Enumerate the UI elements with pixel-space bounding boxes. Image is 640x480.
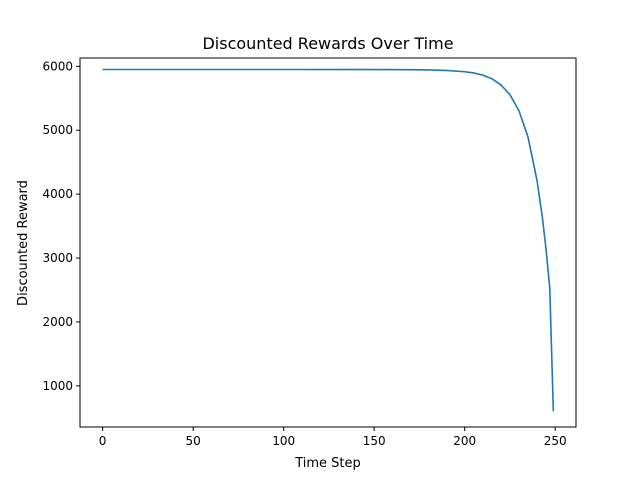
plot-frame <box>79 57 577 428</box>
x-tick-label: 150 <box>363 434 386 448</box>
y-axis: 1000 2000 3000 4000 5000 6000 <box>42 59 80 393</box>
y-tick-label: 4000 <box>42 187 73 201</box>
x-tick-label: 50 <box>185 434 200 448</box>
x-tick-label: 200 <box>453 434 476 448</box>
x-tick-label: 250 <box>544 434 567 448</box>
plot-area <box>79 57 577 428</box>
y-tick-label: 1000 <box>42 379 73 393</box>
y-tick-label: 6000 <box>42 59 73 73</box>
y-tick-label: 5000 <box>42 123 73 137</box>
y-tick-label: 3000 <box>42 251 73 265</box>
chart-title: Discounted Rewards Over Time <box>202 34 453 53</box>
x-tick-label: 0 <box>99 434 107 448</box>
x-axis-label: Time Step <box>294 456 361 471</box>
x-tick-label: 100 <box>272 434 295 448</box>
x-axis: 0 50 100 150 200 250 <box>99 427 567 448</box>
y-tick-label: 2000 <box>42 315 73 329</box>
y-axis-label: Discounted Reward <box>16 180 31 306</box>
series-line-0 <box>102 68 555 412</box>
